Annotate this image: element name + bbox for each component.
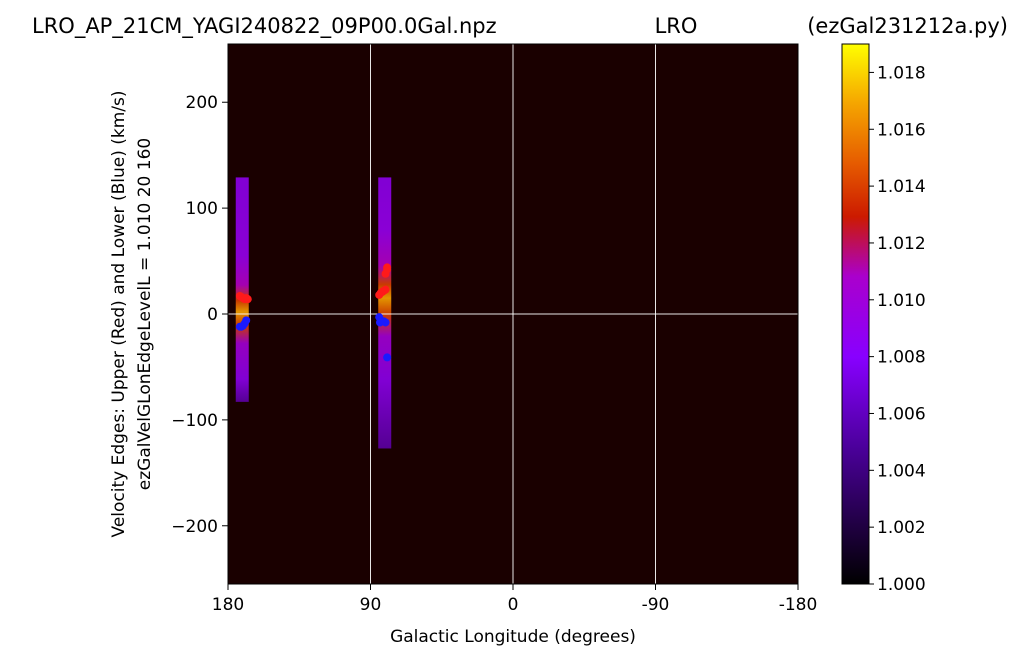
colorbar-tick-label: 1.016: [877, 120, 926, 140]
y-tick-label: 0: [207, 305, 218, 325]
x-tick-label: 0: [508, 595, 519, 615]
x-tick-label: 90: [360, 595, 382, 615]
upper-edge-point: [383, 263, 392, 272]
x-axis-label: Galactic Longitude (degrees): [390, 627, 636, 647]
upper-edge-point: [243, 295, 252, 304]
colorbar-tick-label: 1.002: [877, 518, 926, 538]
colorbar-tick-label: 1.010: [877, 291, 926, 311]
colorbar-tick-label: 1.000: [877, 575, 926, 595]
intensity-strip: [235, 177, 249, 402]
y-tick-label: −200: [171, 517, 218, 537]
colorbar-tick-label: 1.008: [877, 348, 926, 368]
colorbar-tick-label: 1.006: [877, 404, 926, 424]
colorbar: [841, 43, 870, 585]
lower-edge-point: [381, 318, 390, 327]
title-right: (ezGal231212a.py): [807, 14, 1008, 38]
x-axis: 180 90 0 -90 -180: [212, 584, 818, 615]
colorbar-tick-label: 1.018: [877, 63, 926, 83]
edge-points: [235, 263, 392, 362]
y-tick-label: 100: [186, 199, 218, 219]
y-axis-label-line2: ezGalVelGLonEdgeLevelL = 1.010 20 160: [135, 138, 155, 490]
colorbar-ticks: 1.000 1.002 1.004 1.006 1.008 1.010 1.012 1.014…: [869, 63, 926, 595]
x-tick-label: -90: [642, 595, 670, 615]
x-tick-label: 180: [212, 595, 244, 615]
lower-edge-point: [242, 316, 251, 325]
colorbar-tick-label: 1.012: [877, 234, 926, 254]
y-tick-label: −100: [171, 411, 218, 431]
title-center: LRO: [655, 14, 698, 38]
upper-edge-point: [381, 285, 390, 294]
title-left: LRO_AP_21CM_YAGI240822_09P00.0Gal.npz: [32, 14, 497, 39]
intensity-strips: [235, 177, 392, 449]
grid-lines: [228, 44, 798, 584]
y-axis: 200 100 0 −100 −200: [171, 93, 228, 537]
x-tick-label: -180: [779, 595, 818, 615]
y-axis-label-line1: Velocity Edges: Upper (Red) and Lower (B…: [109, 91, 129, 538]
colorbar-tick-label: 1.014: [877, 177, 926, 197]
intensity-strip: [378, 177, 392, 449]
y-tick-label: 200: [186, 93, 218, 113]
lower-edge-point: [383, 353, 392, 362]
colorbar-tick-label: 1.004: [877, 461, 926, 481]
